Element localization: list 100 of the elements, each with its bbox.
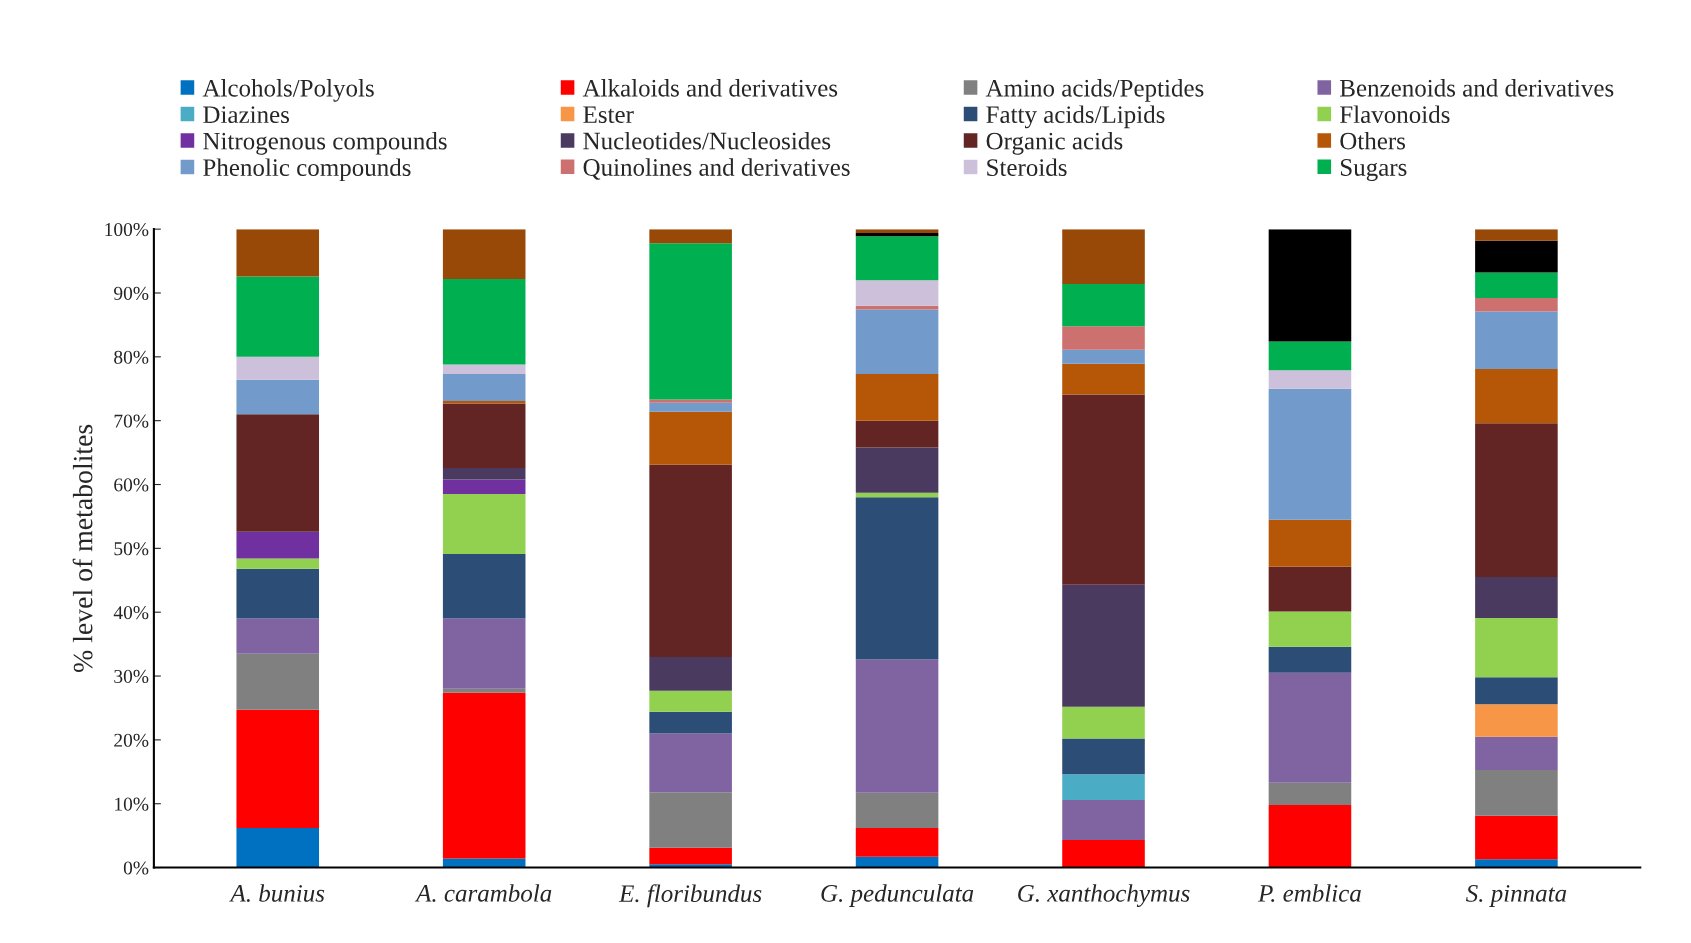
y-tick-label: 10% bbox=[115, 797, 149, 811]
bar bbox=[442, 374, 526, 401]
bar bbox=[442, 494, 526, 555]
legend-label: Benzenoids and derivatives bbox=[1340, 79, 1614, 97]
bar bbox=[236, 653, 320, 710]
y-tick-label: 100% bbox=[105, 222, 149, 237]
bar bbox=[1062, 706, 1145, 739]
y-tick-label: 70% bbox=[114, 414, 149, 428]
bar bbox=[236, 568, 320, 619]
y-tick-label: 80% bbox=[114, 350, 149, 364]
x-tick-label: A. carambola bbox=[414, 884, 552, 902]
bar bbox=[442, 618, 526, 689]
bar bbox=[1062, 840, 1145, 868]
y-tick-label: 60% bbox=[114, 478, 149, 492]
bar bbox=[1268, 388, 1352, 520]
bar bbox=[442, 364, 526, 375]
bar bbox=[442, 688, 526, 693]
bar bbox=[649, 690, 732, 712]
bar bbox=[236, 827, 320, 868]
y-tick-label: 20% bbox=[114, 733, 149, 747]
bar bbox=[1475, 311, 1558, 369]
bar bbox=[855, 232, 939, 237]
x-tick-label: G. pedunculata bbox=[821, 884, 974, 907]
legend-label: Others bbox=[1340, 131, 1406, 150]
bar bbox=[855, 856, 939, 868]
bar bbox=[1475, 423, 1558, 578]
y-tick-label: 0% bbox=[123, 861, 149, 875]
bar bbox=[1062, 363, 1145, 395]
bar bbox=[649, 864, 732, 868]
bar bbox=[855, 792, 939, 828]
bar bbox=[1062, 284, 1145, 327]
bar bbox=[855, 309, 939, 375]
bar bbox=[649, 411, 732, 465]
x-tick-label: P. emblica bbox=[1257, 884, 1361, 902]
bar bbox=[1062, 394, 1145, 585]
bar bbox=[855, 305, 939, 310]
bar bbox=[442, 479, 526, 495]
bar bbox=[1062, 229, 1145, 285]
bar bbox=[236, 276, 320, 357]
bar bbox=[1475, 298, 1558, 312]
bar bbox=[1475, 859, 1558, 868]
bar bbox=[1475, 736, 1558, 770]
legend-label: Steroids bbox=[987, 158, 1067, 177]
bar bbox=[1475, 240, 1558, 273]
y-tick-label: 40% bbox=[113, 606, 149, 620]
bar bbox=[1268, 805, 1352, 868]
bar bbox=[236, 531, 320, 559]
legend-label: Amino acids/Peptides bbox=[985, 79, 1204, 102]
bar bbox=[1062, 774, 1145, 800]
x-tick-label: S. pinnata bbox=[1466, 885, 1567, 907]
bar bbox=[649, 464, 732, 657]
bar bbox=[855, 447, 939, 493]
bar bbox=[1268, 370, 1352, 389]
bar bbox=[442, 692, 526, 859]
bar bbox=[649, 402, 732, 412]
bar bbox=[1062, 738, 1145, 775]
bar bbox=[236, 414, 320, 532]
bar bbox=[442, 229, 526, 279]
bar bbox=[649, 792, 732, 848]
bar bbox=[1268, 566, 1352, 612]
bar bbox=[1475, 704, 1558, 737]
legend-label: Quinolines and derivatives bbox=[583, 158, 850, 180]
bar bbox=[236, 229, 320, 277]
bar bbox=[649, 229, 732, 244]
y-tick-label: 30% bbox=[114, 669, 149, 684]
legend-label: Diazines bbox=[203, 106, 289, 124]
x-tick-label: A. bunius bbox=[229, 884, 325, 902]
bar bbox=[1062, 349, 1145, 364]
bar bbox=[649, 399, 732, 403]
x-tick-label: G. xanthochymus bbox=[1018, 884, 1190, 907]
bar bbox=[1268, 341, 1352, 371]
bar bbox=[855, 827, 939, 857]
bar bbox=[1268, 782, 1352, 805]
bar bbox=[649, 243, 732, 400]
legend-label: Nucleotides/Nucleosides bbox=[583, 131, 831, 150]
bar bbox=[236, 618, 320, 654]
bar bbox=[1475, 577, 1558, 618]
bar bbox=[855, 420, 939, 448]
bar bbox=[1475, 677, 1558, 705]
bar bbox=[1475, 769, 1558, 816]
legend-label: Fatty acids/Lipids bbox=[986, 105, 1165, 129]
y-axis-title: % level of metabolites bbox=[72, 424, 93, 672]
bar bbox=[1062, 584, 1145, 707]
bar bbox=[442, 467, 526, 480]
legend-label: Phenolic compounds bbox=[203, 158, 411, 182]
bar bbox=[442, 554, 526, 619]
bar bbox=[855, 236, 939, 281]
bar bbox=[236, 709, 320, 828]
bar bbox=[1475, 815, 1558, 860]
bar bbox=[855, 659, 939, 793]
legend-label: Organic acids bbox=[986, 131, 1123, 155]
bar bbox=[1268, 672, 1352, 783]
bar bbox=[1268, 229, 1352, 342]
legend-label: Nitrogenous compounds bbox=[203, 131, 447, 155]
bar bbox=[649, 733, 732, 793]
bar bbox=[649, 656, 732, 691]
bar bbox=[855, 374, 939, 421]
bar bbox=[442, 278, 526, 365]
bar bbox=[1062, 326, 1145, 350]
bar bbox=[1062, 799, 1145, 841]
